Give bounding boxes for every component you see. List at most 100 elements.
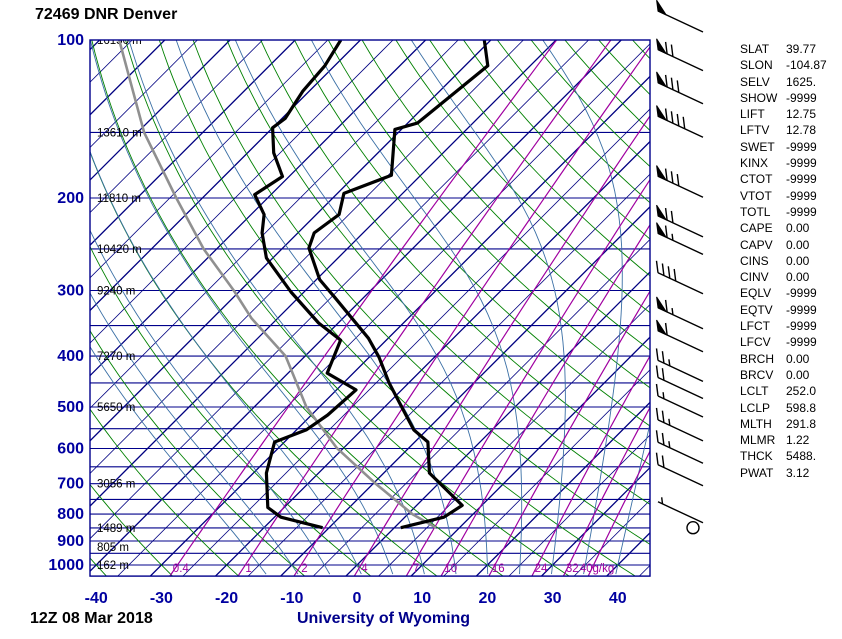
- index-value: -9999: [786, 204, 817, 219]
- wind-barb-icon: [655, 430, 704, 464]
- index-row: LCLP 598.8: [740, 400, 827, 416]
- wind-barb-icon: [657, 497, 704, 524]
- index-value: -9999: [786, 319, 817, 334]
- index-value: -9999: [786, 302, 817, 317]
- index-label: SWET: [740, 139, 775, 154]
- wind-barb-icon: [656, 38, 704, 72]
- credit-label: University of Wyoming: [297, 610, 471, 627]
- index-value: 1625.: [786, 74, 817, 89]
- index-row: SWET -9999: [740, 139, 827, 155]
- temp-axis-label: -20: [215, 590, 238, 607]
- index-value: 598.8: [786, 400, 817, 415]
- index-value: -104.87: [786, 58, 827, 73]
- index-row: EQTV -9999: [740, 302, 827, 318]
- index-label: THCK: [740, 449, 773, 464]
- index-row: SLAT 39.77: [740, 41, 827, 57]
- index-value: 0.00: [786, 351, 810, 366]
- height-label: 162 m: [97, 560, 129, 572]
- index-value: -9999: [786, 156, 817, 171]
- index-label: SHOW: [740, 90, 778, 105]
- wind-barb-icon: [656, 204, 704, 238]
- page-title: 72469 DNR Denver: [35, 6, 178, 23]
- index-label: LCLP: [740, 400, 771, 415]
- index-row: MLTH 291.8: [740, 416, 827, 432]
- pressure-axis-label: 800: [57, 506, 84, 523]
- pressure-axis-label: 1000: [48, 557, 84, 574]
- height-label: 3056 m: [97, 479, 135, 491]
- pressure-axis-label: 400: [57, 348, 84, 365]
- pressure-axis-label: 200: [57, 190, 84, 207]
- wind-barb-icon: [655, 348, 704, 383]
- wind-barb-icon: [656, 165, 704, 198]
- index-label: MLMR: [740, 433, 776, 448]
- index-label: MLTH: [740, 416, 772, 431]
- height-label: 11810 m: [97, 193, 141, 205]
- mixing-ratio-label: 32: [566, 563, 579, 575]
- pressure-axis-label: 900: [57, 533, 84, 550]
- height-label: 5650 m: [97, 402, 135, 414]
- index-value: 291.8: [786, 416, 817, 431]
- indices-panel: SLAT 39.77 SLON -104.87 SELV 1625. SHOW -9999 LI…: [740, 41, 827, 481]
- index-row: LFTV 12.78: [740, 122, 827, 138]
- temp-axis-label: -40: [85, 590, 108, 607]
- index-value: 252.0: [786, 384, 817, 399]
- index-label: EQLV: [740, 286, 772, 301]
- height-label: 9240 m: [97, 286, 135, 298]
- wind-barb-icon: [655, 407, 704, 442]
- index-label: CAPV: [740, 237, 773, 252]
- index-row: EQLV -9999: [740, 285, 827, 301]
- index-label: TOTL: [740, 204, 771, 219]
- index-label: CTOT: [740, 172, 773, 187]
- index-value: -9999: [786, 286, 817, 301]
- index-row: LFCT -9999: [740, 318, 827, 334]
- wind-barb-icon: [655, 452, 704, 487]
- wind-barb-icon: [656, 296, 704, 330]
- temp-axis-label: 40: [609, 590, 627, 607]
- index-label: LIFT: [740, 107, 765, 122]
- index-row: BRCH 0.00: [740, 351, 827, 367]
- wind-barb-icon: [656, 0, 704, 33]
- mixing-ratio-label: 0.4: [173, 563, 190, 575]
- index-row: LFCV -9999: [740, 334, 827, 350]
- index-row: VTOT -9999: [740, 188, 827, 204]
- height-label: 805 m: [97, 542, 129, 554]
- mixing-ratio-label: 2: [301, 563, 307, 575]
- temp-axis-label: 0: [353, 590, 362, 607]
- index-label: BRCH: [740, 351, 775, 366]
- wind-barb-icon: [656, 319, 704, 353]
- index-value: 5488.: [786, 449, 817, 464]
- index-row: BRCV 0.00: [740, 367, 827, 383]
- index-value: 39.77: [786, 42, 817, 56]
- index-value: 0.00: [786, 221, 810, 236]
- index-label: VTOT: [740, 188, 772, 203]
- index-row: PWAT 3.12: [740, 465, 827, 481]
- mixing-ratio-label: 16: [492, 563, 505, 575]
- pressure-axis-label: 100: [57, 32, 84, 49]
- index-label: CAPE: [740, 221, 773, 236]
- sounding-datetime: 12Z 08 Mar 2018: [30, 610, 153, 627]
- index-value: 0.00: [786, 253, 810, 268]
- index-label: CINS: [740, 253, 769, 268]
- index-value: 0.00: [786, 270, 810, 285]
- parcel-trace: [117, 40, 437, 529]
- index-row: CTOT -9999: [740, 171, 827, 187]
- index-label: PWAT: [740, 465, 774, 480]
- index-value: -9999: [786, 139, 817, 154]
- height-label: 7270 m: [97, 351, 135, 363]
- index-row: SHOW -9999: [740, 90, 827, 106]
- wind-barb-icon: [655, 260, 704, 295]
- index-row: LCLT 252.0: [740, 383, 827, 399]
- pressure-axis-label: 500: [57, 399, 84, 416]
- wind-barb-column: [655, 0, 704, 535]
- index-row: SELV 1625.: [740, 74, 827, 90]
- mixing-ratio-label: 10: [444, 563, 457, 575]
- index-value: -9999: [786, 172, 817, 187]
- index-label: LFCT: [740, 319, 770, 334]
- index-label: LFCV: [740, 335, 771, 350]
- index-row: KINX -9999: [740, 155, 827, 171]
- height-label: 13610 m: [97, 127, 142, 139]
- pressure-axis-label: 300: [57, 283, 84, 300]
- index-row: MLMR 1.22: [740, 432, 827, 448]
- index-value: 0.00: [786, 367, 810, 382]
- mixing-ratio-label: 1: [245, 563, 251, 575]
